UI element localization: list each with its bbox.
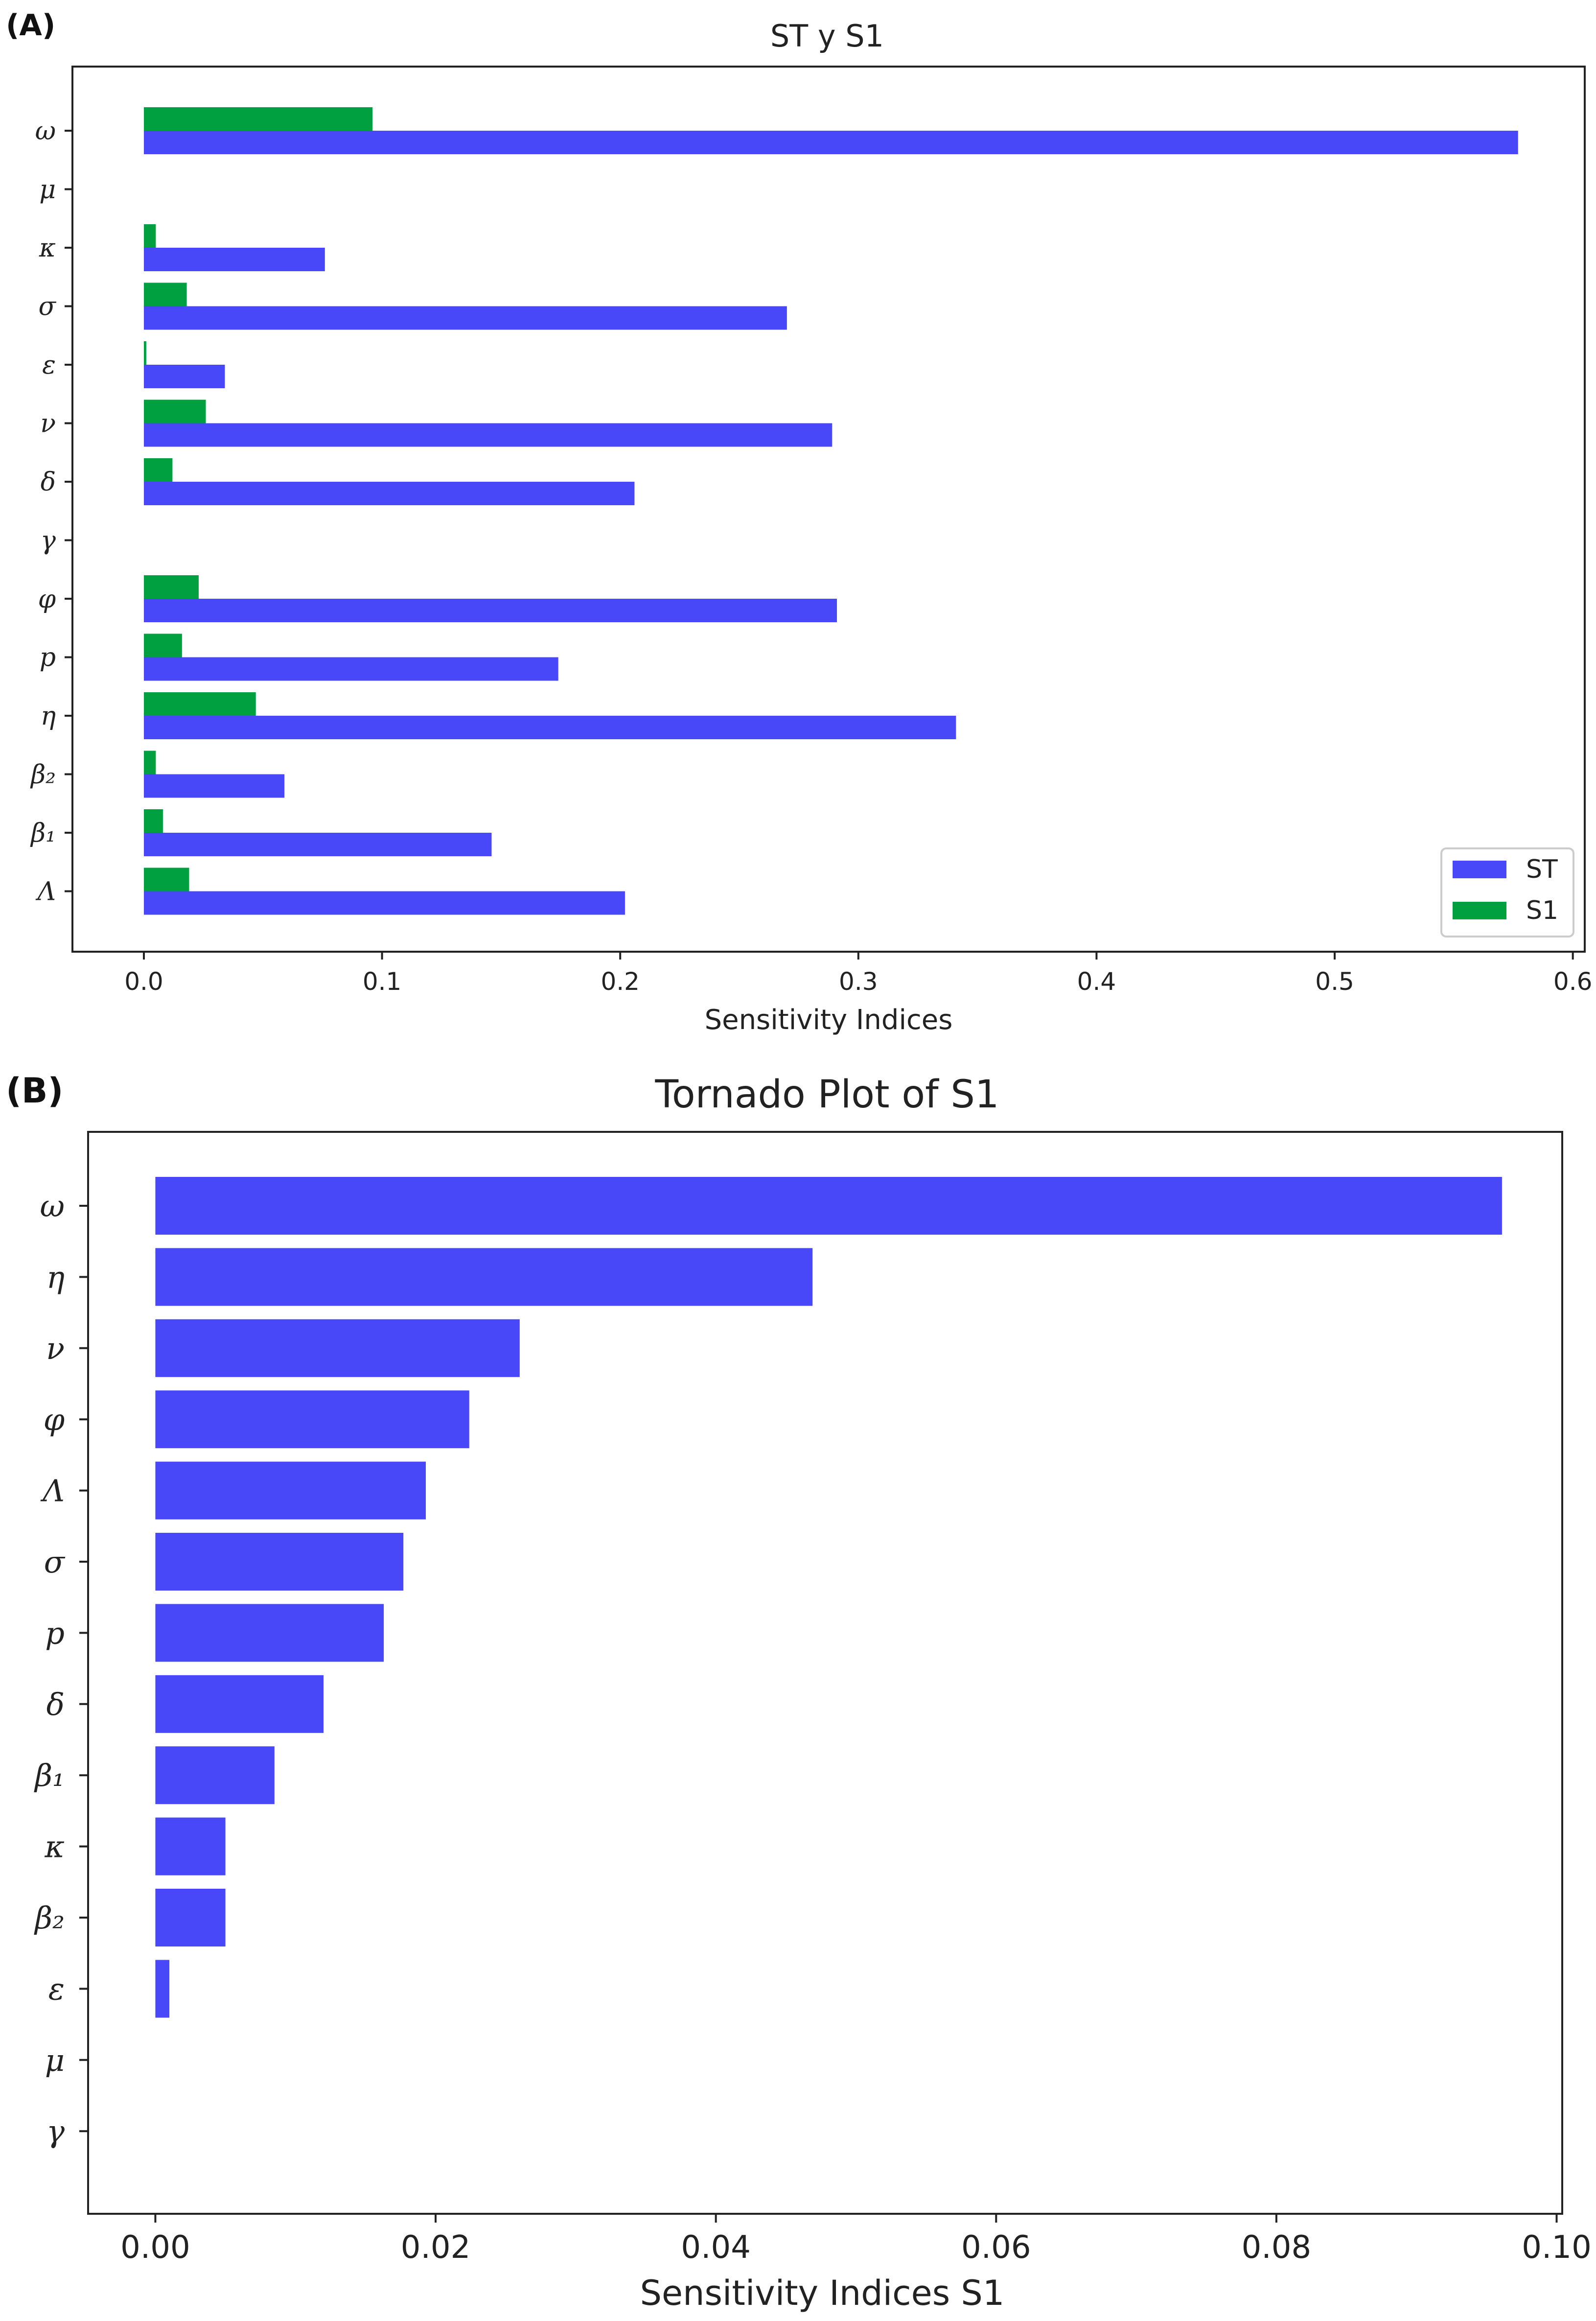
y-tick-label-11: β₂: [30, 760, 56, 790]
x-tick-label-0-06: 0.06: [961, 2229, 1031, 2266]
bar-st-3: [143, 306, 787, 330]
x-tick-label-0-10: 0.10: [1522, 2229, 1592, 2266]
panel-a-bars: [143, 107, 1518, 915]
bar-s1-4: [143, 341, 146, 365]
tornado-bar-6: [155, 1604, 384, 1662]
y-tick-label-13: Λ: [35, 877, 56, 907]
y-tick-label-8: β₁: [34, 1758, 65, 1793]
y-tick-label-9: p: [40, 643, 56, 673]
y-tick-label-8: φ: [38, 585, 56, 614]
panel-b-x-axis-label: Sensitivity Indices S1: [640, 2273, 1005, 2313]
y-tick-label-4: ε: [42, 351, 56, 380]
x-tick-label-0-5: 0.5: [1315, 967, 1354, 996]
panel-a-plot-frame: [71, 66, 1586, 953]
y-tick-label-2: κ: [39, 234, 56, 263]
panel-b-title: Tornado Plot of S1: [655, 1073, 999, 1117]
bar-s1-2: [143, 224, 156, 248]
bar-st-12: [143, 833, 492, 856]
y-tick-label-6: p: [45, 1615, 65, 1651]
y-tick-label-3: σ: [39, 292, 57, 322]
y-tick-label-1: μ: [39, 175, 56, 205]
x-tick-label-0-0: 0.0: [124, 967, 163, 996]
x-tick-label-0-2: 0.2: [601, 967, 640, 996]
x-tick-label-0-1: 0.1: [363, 967, 402, 996]
x-tick-label-0-4: 0.4: [1077, 967, 1116, 996]
y-tick-label-13: γ: [46, 2113, 65, 2149]
panel-a-x-axis: 0.0 0.1 0.2 0.3 0.4 0.5 0.6: [124, 952, 1592, 996]
panel-b-plot-frame: [87, 1131, 1563, 2215]
tornado-bar-0: [155, 1177, 1502, 1235]
tornado-bar-11: [155, 1960, 170, 2018]
y-tick-label-10: η: [41, 702, 56, 731]
bar-st-10: [143, 716, 956, 739]
bar-st-5: [143, 423, 833, 447]
bar-s1-13: [143, 867, 189, 891]
panel-b: (B) Tornado Plot of S1 ωηνφΛσpδβ₁κβ₂εμγ …: [6, 1071, 1592, 2313]
x-tick-label-0-3: 0.3: [839, 967, 878, 996]
panel-b-bars: [155, 1177, 1502, 2018]
bar-st-13: [143, 891, 625, 915]
bar-st-4: [143, 365, 225, 388]
y-tick-label-9: κ: [44, 1829, 65, 1865]
tornado-bar-10: [155, 1889, 226, 1946]
bar-s1-0: [143, 107, 373, 131]
tornado-bar-1: [155, 1248, 813, 1306]
tornado-bar-3: [155, 1390, 469, 1449]
tornado-bar-8: [155, 1746, 275, 1805]
x-tick-label-0-6: 0.6: [1553, 967, 1593, 996]
bar-st-2: [143, 248, 325, 271]
y-tick-label-7: γ: [41, 526, 56, 556]
tornado-bar-2: [155, 1319, 520, 1377]
x-tick-label-0-04: 0.04: [681, 2229, 751, 2266]
y-tick-label-0: ω: [40, 1188, 65, 1224]
panel-b-y-axis: ωη ν φ Λσp δ β₁ κ β₂ εμγ: [34, 1188, 88, 2149]
y-tick-label-12: β₁: [30, 819, 56, 848]
y-tick-label-4: Λ: [40, 1473, 65, 1509]
y-tick-label-6: δ: [41, 468, 56, 497]
x-tick-label-0-00: 0.00: [120, 2229, 190, 2266]
bar-s1-6: [143, 458, 173, 482]
x-tick-label-0-08: 0.08: [1242, 2229, 1312, 2266]
bar-s1-5: [143, 399, 206, 423]
bar-st-8: [143, 599, 837, 622]
y-tick-label-2: ν: [46, 1331, 65, 1366]
bar-st-11: [143, 774, 285, 798]
bar-st-0: [143, 131, 1518, 154]
panel-a-x-axis-label: Sensitivity Indices: [705, 1004, 953, 1036]
y-tick-label-7: δ: [46, 1687, 65, 1722]
y-tick-label-10: β₂: [34, 1900, 65, 1936]
panel-a-title: ST y S1: [770, 18, 884, 54]
panel-b-x-axis: 0.00 0.02 0.04 0.06 0.08 0.10: [120, 2214, 1592, 2266]
bar-s1-9: [143, 633, 182, 657]
y-tick-label-12: μ: [45, 2042, 65, 2078]
bar-s1-12: [143, 809, 163, 833]
y-tick-label-11: ε: [48, 1971, 65, 2007]
panel-b-label: (B): [6, 1071, 63, 1111]
y-tick-label-0: ω: [35, 117, 56, 146]
legend-label-st: ST: [1526, 855, 1558, 884]
panel-a-legend[interactable]: ST S1: [1440, 847, 1574, 938]
tornado-bar-5: [155, 1533, 404, 1591]
panel-a-label: (A): [6, 8, 55, 43]
tornado-bar-4: [155, 1461, 426, 1520]
tornado-bar-9: [155, 1817, 226, 1876]
bar-s1-3: [143, 282, 187, 306]
bar-st-6: [143, 482, 635, 505]
bar-st-9: [143, 657, 558, 681]
y-tick-label-5: σ: [44, 1544, 66, 1580]
y-tick-label-5: ν: [40, 409, 56, 439]
bar-s1-8: [143, 575, 199, 599]
x-tick-label-0-02: 0.02: [401, 2229, 471, 2266]
y-tick-label-3: φ: [44, 1402, 65, 1437]
legend-swatch-st: [1453, 861, 1506, 878]
bar-s1-10: [143, 692, 256, 716]
tornado-bar-7: [155, 1675, 324, 1733]
legend-label-s1: S1: [1526, 896, 1558, 925]
legend-swatch-s1: [1453, 902, 1506, 919]
bar-s1-11: [143, 750, 156, 774]
y-tick-label-1: η: [46, 1259, 65, 1295]
